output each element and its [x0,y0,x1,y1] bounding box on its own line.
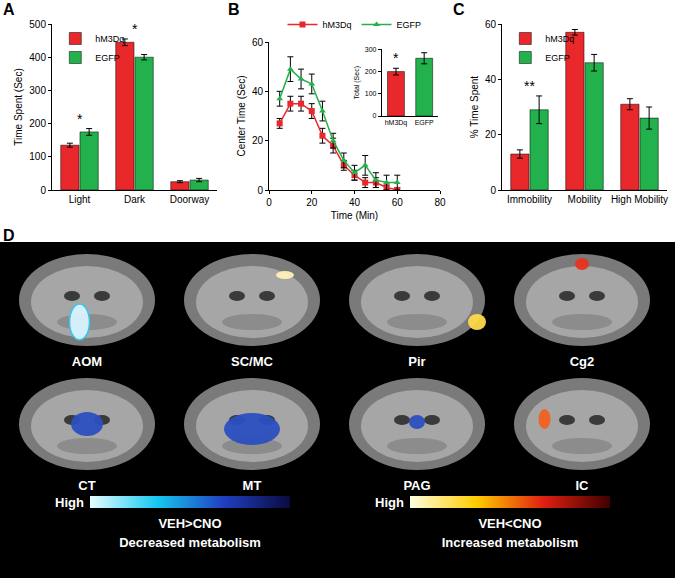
svg-text:**: ** [524,78,535,94]
svg-text:Time Spent (Sec): Time Spent (Sec) [13,68,24,145]
svg-text:0: 0 [257,185,263,196]
svg-text:300: 300 [365,46,377,53]
svg-text:SC/MC: SC/MC [231,354,274,369]
svg-text:High Mobility: High Mobility [611,194,668,205]
html-text:C: C [453,1,465,18]
svg-text:0: 0 [266,197,272,208]
svg-text:hM3Dq: hM3Dq [95,34,124,44]
svg-text:EGFP: EGFP [415,119,434,126]
svg-text:EGFP: EGFP [95,53,120,63]
svg-text:0: 0 [490,185,496,196]
svg-text:EGFP: EGFP [397,20,422,30]
svg-text:60: 60 [485,19,497,30]
svg-text:PAG: PAG [403,478,430,493]
svg-text:hM3Dq: hM3Dq [545,34,574,44]
svg-text:*: * [77,111,83,127]
svg-text:VEH>CNO: VEH>CNO [158,516,221,531]
svg-text:% Time Spent: % Time Spent [469,76,480,138]
svg-text:20: 20 [485,129,497,140]
svg-text:Immobility: Immobility [507,194,552,205]
svg-text:Time (Min): Time (Min) [331,210,378,221]
svg-text:60: 60 [252,37,264,48]
svg-text:Mobility: Mobility [568,194,602,205]
svg-text:Decreased metabolism: Decreased metabolism [119,535,261,550]
svg-text:40: 40 [485,74,497,85]
svg-text:300: 300 [29,85,46,96]
svg-text:40: 40 [349,197,361,208]
html-text:D: D [3,227,15,244]
svg-text:High: High [55,495,84,510]
svg-text:60: 60 [392,197,404,208]
svg-text:200: 200 [365,68,377,75]
svg-text:hM3Dq: hM3Dq [385,119,408,127]
svg-text:MT: MT [243,478,262,493]
svg-text:Doorway: Doorway [170,194,209,205]
svg-text:Light: Light [69,194,91,205]
svg-text:20: 20 [306,197,318,208]
svg-text:VEH<CNO: VEH<CNO [478,516,541,531]
svg-text:*: * [393,50,399,66]
svg-text:AOM: AOM [72,354,102,369]
svg-text:Cg2: Cg2 [570,354,595,369]
svg-text:200: 200 [29,118,46,129]
svg-text:400: 400 [29,52,46,63]
html-text:A: A [3,1,15,18]
svg-text:0: 0 [373,112,377,119]
svg-text:IC: IC [576,478,590,493]
svg-text:20: 20 [252,135,264,146]
svg-text:100: 100 [29,151,46,162]
svg-text:CT: CT [78,478,95,493]
svg-text:80: 80 [434,197,446,208]
svg-text:0: 0 [40,185,46,196]
svg-text:Center Time (Sec): Center Time (Sec) [236,75,247,156]
svg-text:High: High [375,495,404,510]
svg-text:500: 500 [29,19,46,30]
svg-text:Increased metabolism: Increased metabolism [442,535,579,550]
svg-text:EGFP: EGFP [545,53,570,63]
svg-text:40: 40 [252,86,264,97]
svg-text:Total (Sec): Total (Sec) [353,66,361,99]
svg-text:Dark: Dark [124,194,146,205]
svg-text:hM3Dq: hM3Dq [323,20,352,30]
svg-text:Pir: Pir [408,354,425,369]
html-text:B: B [228,1,240,18]
svg-text:100: 100 [365,90,377,97]
svg-text:*: * [132,21,138,37]
